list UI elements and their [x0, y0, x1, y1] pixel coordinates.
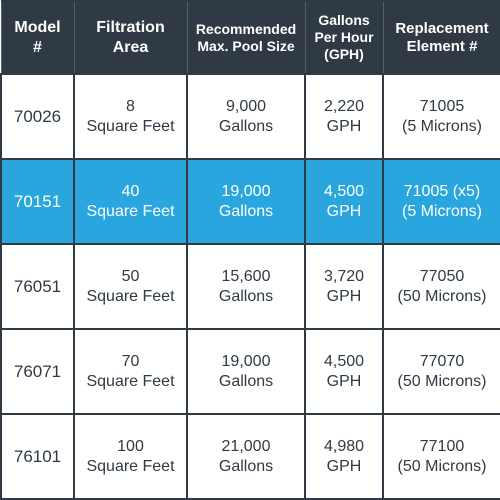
pool-size-cell: 19,000 Gallons — [186, 158, 306, 245]
filtration-area-cell-line: Square Feet — [86, 457, 175, 475]
filtration-area-cell-line: 40 — [121, 182, 140, 200]
table-row: 76051 50 Square Feet 15,600 Gallons 3,720 GPH 7… — [0, 243, 500, 330]
pool-size-cell: 21,000 Gallons — [186, 413, 306, 500]
header-area-line: Filtration — [96, 19, 165, 37]
replacement-element-cell: 71005 (x5) (5 Microns) — [382, 158, 500, 245]
header-filtration-area: Filtration Area — [73, 0, 188, 75]
replacement-element-cell-line: (5 Microns) — [401, 117, 482, 135]
replacement-element-cell-line: (50 Microns) — [397, 372, 487, 390]
filtration-area-cell-line: 8 — [126, 97, 135, 115]
gph-cell: 3,720 GPH — [304, 243, 384, 330]
gph-cell-line: GPH — [326, 457, 362, 475]
replacement-element-cell: 77100 (50 Microns) — [382, 413, 500, 500]
replacement-element-cell-line: (5 Microns) — [401, 202, 482, 220]
filtration-area-cell: 70 Square Feet — [73, 328, 188, 415]
filtration-area-cell: 50 Square Feet — [73, 243, 188, 330]
header-replacement-element: Replacement Element # — [382, 0, 500, 75]
filtration-area-cell-line: Square Feet — [86, 287, 175, 305]
replacement-element-cell-line: 71005 (x5) — [403, 182, 481, 200]
pool-size-cell-line: 19,000 — [221, 352, 271, 370]
table-row: 70026 8 Square Feet 9,000 Gallons 2,220 GPH 710… — [0, 73, 500, 160]
header-gallons-per-hour: Gallons Per Hour (GPH) — [304, 0, 384, 75]
filtration-area-cell: 8 Square Feet — [73, 73, 188, 160]
replacement-element-cell: 71005 (5 Microns) — [382, 73, 500, 160]
table-body: 70026 8 Square Feet 9,000 Gallons 2,220 GPH 710… — [0, 73, 500, 500]
pool-size-cell-line: Gallons — [218, 457, 274, 475]
gph-cell-line: GPH — [326, 202, 362, 220]
header-gph-line: Gallons — [318, 12, 370, 29]
gph-cell-line: 3,720 — [323, 267, 365, 285]
pool-size-cell-line: Gallons — [218, 202, 274, 220]
header-model-line: # — [33, 38, 42, 56]
pool-size-cell-line: Gallons — [218, 372, 274, 390]
replacement-element-cell: 77050 (50 Microns) — [382, 243, 500, 330]
gph-cell-line: GPH — [326, 117, 362, 135]
gph-cell-line: GPH — [326, 287, 362, 305]
replacement-element-cell-line: 71005 — [419, 97, 465, 115]
header-model: Model # — [0, 0, 75, 75]
filtration-area-cell: 40 Square Feet — [73, 158, 188, 245]
pool-size-cell-line: 15,600 — [221, 267, 271, 285]
gph-cell-line: 4,500 — [323, 182, 365, 200]
model-cell: 76051 — [0, 243, 75, 330]
pool-size-cell-line: Gallons — [218, 117, 274, 135]
header-size-line: Recommended — [195, 20, 297, 37]
table-row-highlighted: 70151 40 Square Feet 19,000 Gallons 4,500 GPH 7… — [0, 158, 500, 245]
filtration-area-cell-line: Square Feet — [86, 202, 175, 220]
pool-size-cell-line: Gallons — [218, 287, 274, 305]
filtration-area-cell-line: 50 — [121, 267, 140, 285]
replacement-element-cell-line: (50 Microns) — [397, 287, 487, 305]
filtration-area-cell-line: Square Feet — [86, 372, 175, 390]
replacement-element-cell-line: 77070 — [419, 352, 465, 370]
filtration-area-cell-line: Square Feet — [86, 117, 175, 135]
header-element-line: Element # — [406, 37, 478, 55]
header-max-pool-size: Recommended Max. Pool Size — [186, 0, 306, 75]
filtration-area-cell: 100 Square Feet — [73, 413, 188, 500]
gph-cell-line: 4,980 — [323, 437, 365, 455]
header-element-line: Replacement — [395, 19, 489, 37]
header-row: Model # Filtration Area Recommended Max.… — [0, 0, 500, 75]
pool-size-cell: 9,000 Gallons — [186, 73, 306, 160]
filtration-area-cell-line: 100 — [117, 437, 144, 455]
replacement-element-cell-line: (50 Microns) — [397, 457, 487, 475]
gph-cell: 2,220 GPH — [304, 73, 384, 160]
model-cell: 76101 — [0, 413, 75, 500]
replacement-element-cell: 77070 (50 Microns) — [382, 328, 500, 415]
model-cell: 70026 — [0, 73, 75, 160]
pool-size-cell-line: 19,000 — [221, 182, 271, 200]
gph-cell: 4,500 GPH — [304, 158, 384, 245]
gph-cell-line: 2,220 — [323, 97, 365, 115]
table-row: 76101 100 Square Feet 21,000 Gallons 4,980 GPH… — [0, 413, 500, 500]
header-area-line: Area — [112, 38, 149, 56]
gph-cell: 4,500 GPH — [304, 328, 384, 415]
header-gph-line: (GPH) — [324, 45, 364, 62]
filtration-area-cell-line: 70 — [121, 352, 140, 370]
replacement-element-cell-line: 77050 — [419, 267, 465, 285]
gph-cell-line: 4,500 — [323, 352, 365, 370]
pool-size-cell-line: 9,000 — [225, 97, 267, 115]
gph-cell-line: GPH — [326, 372, 362, 390]
table-row: 76071 70 Square Feet 19,000 Gallons 4,500 GPH 7… — [0, 328, 500, 415]
pool-size-cell-line: 21,000 — [221, 437, 271, 455]
pool-size-cell: 15,600 Gallons — [186, 243, 306, 330]
replacement-element-cell-line: 77100 — [419, 437, 465, 455]
model-cell: 76071 — [0, 328, 75, 415]
header-model-line: Model — [14, 19, 61, 37]
header-size-line: Max. Pool Size — [197, 37, 295, 54]
model-cell: 70151 — [0, 158, 75, 245]
header-gph-line: Per Hour — [314, 29, 374, 46]
table-header: Model # Filtration Area Recommended Max.… — [0, 0, 500, 75]
gph-cell: 4,980 GPH — [304, 413, 384, 500]
pool-size-cell: 19,000 Gallons — [186, 328, 306, 415]
